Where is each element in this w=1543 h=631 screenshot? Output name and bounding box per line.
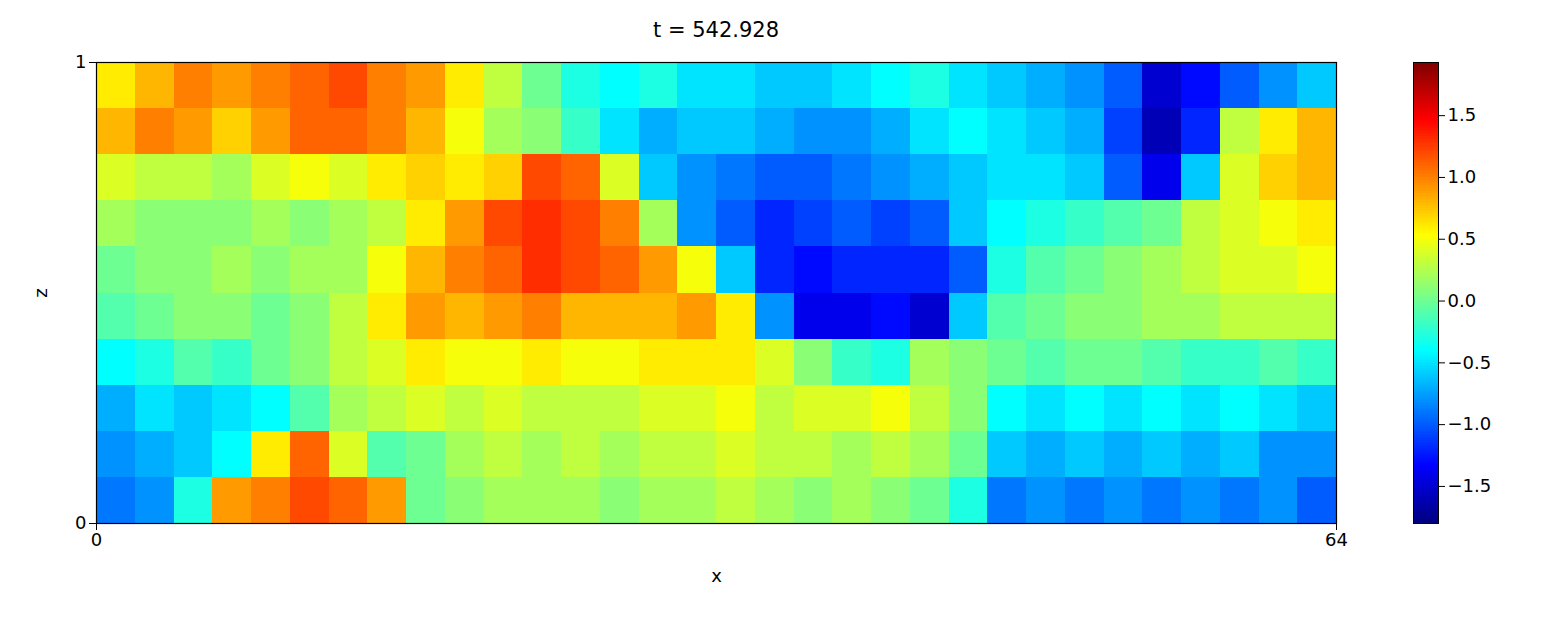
svg-text:1: 1 [75, 51, 86, 72]
svg-text:64: 64 [1325, 529, 1348, 550]
svg-text:1.5: 1.5 [1448, 104, 1477, 125]
svg-text:0.5: 0.5 [1448, 228, 1477, 249]
svg-text:−1.0: −1.0 [1448, 413, 1492, 434]
svg-text:−0.5: −0.5 [1448, 352, 1492, 373]
html-text:t = 542.928: t = 542.928 [653, 18, 779, 42]
svg-text:x: x [711, 565, 722, 586]
svg-text:z: z [30, 288, 51, 297]
svg-text:0.0: 0.0 [1448, 290, 1477, 311]
svg-text:1.0: 1.0 [1448, 166, 1477, 187]
svg-text:0: 0 [91, 529, 102, 550]
svg-text:−1.5: −1.5 [1448, 475, 1492, 496]
svg-text:0: 0 [75, 512, 86, 533]
